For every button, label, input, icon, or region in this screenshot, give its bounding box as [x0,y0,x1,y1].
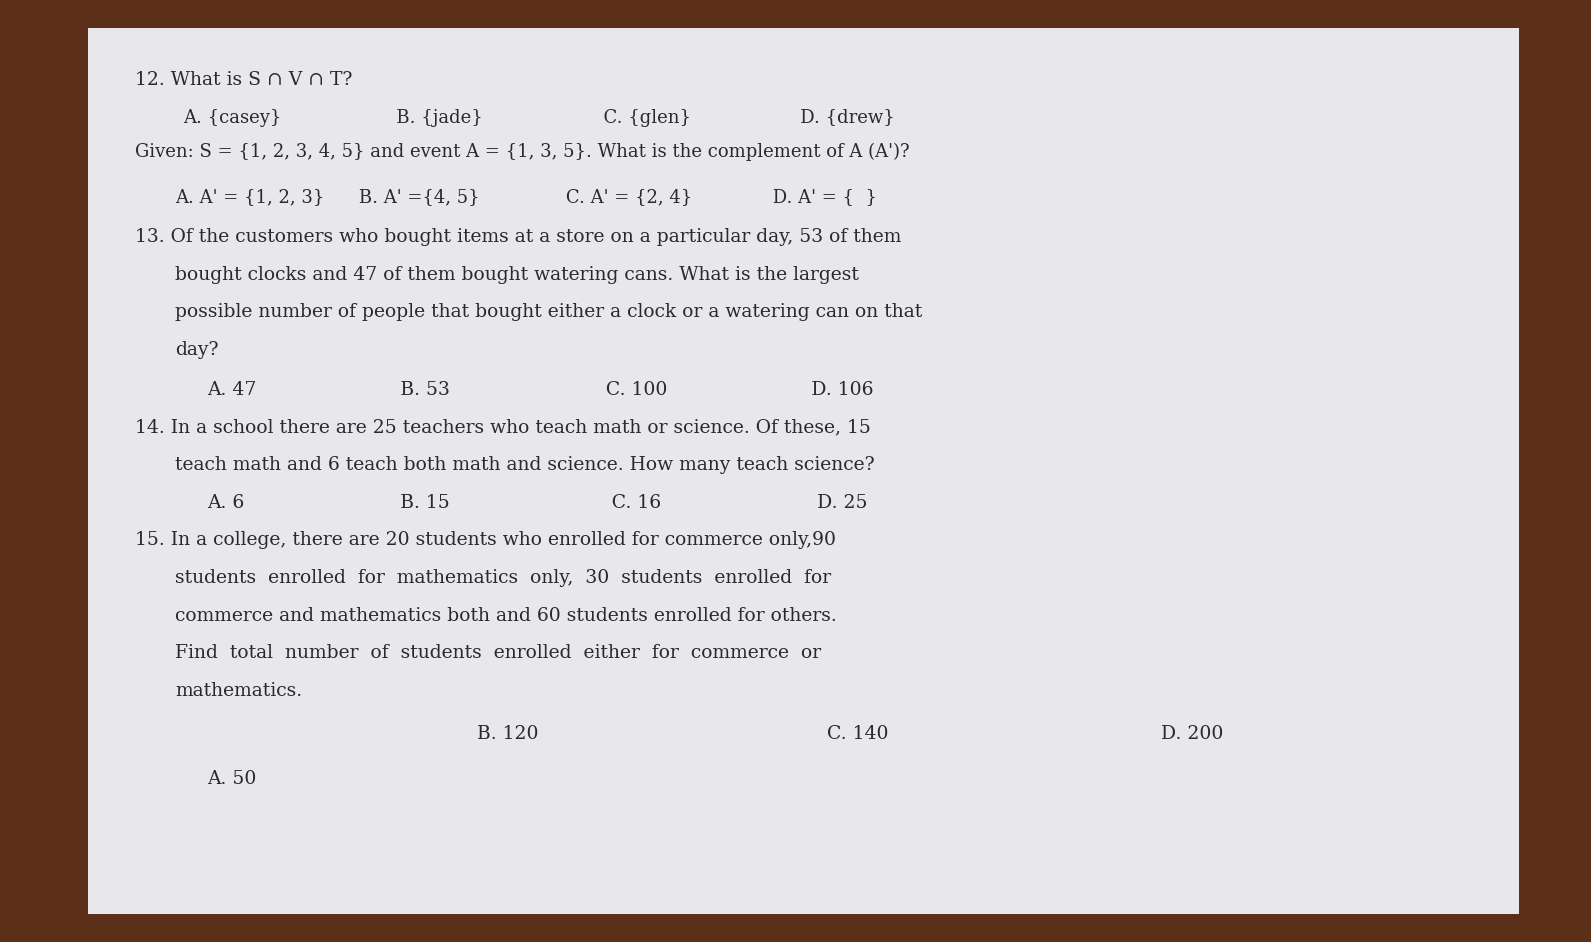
Text: bought clocks and 47 of them bought watering cans. What is the largest: bought clocks and 47 of them bought wate… [175,266,859,284]
Text: A. {casey}                    B. {jade}                     C. {glen}           : A. {casey} B. {jade} C. {glen} [183,109,894,127]
Text: Find  total  number  of  students  enrolled  either  for  commerce  or: Find total number of students enrolled e… [175,644,821,662]
Text: A. 47                        B. 53                          C. 100              : A. 47 B. 53 C. 100 [207,381,873,398]
Text: B. 120: B. 120 [477,725,539,743]
Text: students  enrolled  for  mathematics  only,  30  students  enrolled  for: students enrolled for mathematics only, … [175,569,831,587]
Text: commerce and mathematics both and 60 students enrolled for others.: commerce and mathematics both and 60 stu… [175,607,837,625]
Text: 14. In a school there are 25 teachers who teach math or science. Of these, 15: 14. In a school there are 25 teachers wh… [135,418,872,436]
Text: day?: day? [175,341,218,359]
Text: teach math and 6 teach both math and science. How many teach science?: teach math and 6 teach both math and sci… [175,456,875,474]
Text: A. 50: A. 50 [207,770,256,788]
Text: mathematics.: mathematics. [175,682,302,700]
Text: possible number of people that bought either a clock or a watering can on that: possible number of people that bought ei… [175,303,923,321]
Text: A. 6                          B. 15                           C. 16             : A. 6 B. 15 C. 16 [207,494,867,512]
Text: 12. What is S ∩ V ∩ T?: 12. What is S ∩ V ∩ T? [135,71,353,89]
FancyBboxPatch shape [88,28,1519,914]
Text: A. A' = {1, 2, 3}      B. A' ={4, 5}               C. A' = {2, 4}              D: A. A' = {1, 2, 3} B. A' ={4, 5} C. A' = … [175,188,877,206]
Text: 15. In a college, there are 20 students who enrolled for commerce only,90: 15. In a college, there are 20 students … [135,531,837,549]
Text: C. 140: C. 140 [827,725,889,743]
Text: 13. Of the customers who bought items at a store on a particular day, 53 of them: 13. Of the customers who bought items at… [135,228,902,246]
Text: D. 200: D. 200 [1161,725,1223,743]
Text: Given: S = {1, 2, 3, 4, 5} and event A = {1, 3, 5}. What is the complement of A : Given: S = {1, 2, 3, 4, 5} and event A =… [135,143,910,161]
